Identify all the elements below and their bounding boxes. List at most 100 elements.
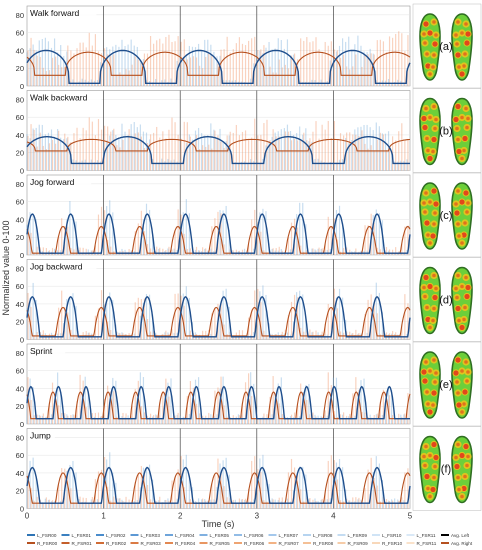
pressure-spot bbox=[422, 454, 426, 459]
pressure-spot bbox=[425, 52, 429, 56]
pressure-spot bbox=[433, 464, 437, 469]
pressure-spot bbox=[430, 486, 436, 493]
legend-entry: L_FSR08 bbox=[303, 533, 333, 538]
right-insole bbox=[451, 435, 473, 504]
pressure-spot bbox=[434, 371, 438, 375]
pressure-spot bbox=[428, 72, 432, 76]
legend-entry: L_FSR02 bbox=[96, 533, 126, 538]
pressure-spot bbox=[466, 116, 470, 121]
left-insole bbox=[419, 97, 441, 166]
x-tick-label: 4 bbox=[331, 512, 336, 521]
y-tick-label: 80 bbox=[16, 433, 24, 442]
pressure-spot bbox=[459, 324, 465, 331]
avg-left-line bbox=[26, 213, 411, 254]
pressure-spot bbox=[456, 20, 460, 24]
pressure-spot bbox=[430, 233, 436, 239]
pressure-spot bbox=[456, 222, 460, 226]
pressure-spot bbox=[460, 241, 464, 245]
pressure-spot bbox=[463, 221, 467, 225]
y-tick-label: 60 bbox=[16, 451, 24, 460]
insole-outline bbox=[419, 182, 441, 250]
left-insole bbox=[419, 435, 441, 504]
legend-entry: L_FSR01 bbox=[61, 533, 92, 538]
pressure-spot bbox=[460, 410, 464, 414]
pressure-spot bbox=[460, 284, 464, 289]
pressure-spot bbox=[424, 473, 430, 480]
panel-title-bg bbox=[28, 429, 55, 441]
panel-jog-backward: 0 20 40 60 80 Jog backward bbox=[16, 259, 411, 345]
legend-label: R_FSR01 bbox=[72, 541, 93, 546]
pressure-spot bbox=[462, 64, 466, 68]
pressure-spot bbox=[456, 137, 460, 142]
insole-label: (b) bbox=[439, 126, 452, 138]
pressure-spot bbox=[465, 379, 469, 383]
pressure-spot bbox=[456, 273, 460, 278]
pressure-spot bbox=[454, 455, 458, 460]
pressure-spot bbox=[466, 454, 470, 459]
pressure-spot bbox=[460, 369, 464, 373]
y-tick-label: 80 bbox=[16, 180, 24, 189]
pressure-spot bbox=[456, 148, 462, 155]
pressure-spot bbox=[431, 188, 437, 194]
pressure-spot bbox=[465, 125, 469, 130]
legend-label: L_FSR11 bbox=[417, 533, 437, 538]
x-tick-label: 0 bbox=[25, 512, 30, 521]
pressure-spot bbox=[428, 453, 432, 458]
pressure-spot bbox=[454, 33, 458, 37]
legend-entry: L_FSR10 bbox=[372, 533, 402, 538]
pressure-spot bbox=[465, 31, 471, 37]
legend-label: L_FSR06 bbox=[244, 533, 264, 538]
right-insole bbox=[451, 351, 473, 419]
pressure-spot bbox=[428, 494, 432, 499]
pressure-spot bbox=[428, 200, 432, 204]
pressure-spot bbox=[434, 286, 438, 291]
legend-entry: R_FSR00 bbox=[27, 541, 58, 546]
pressure-spot bbox=[427, 155, 433, 162]
legend-label: L_FSR03 bbox=[141, 533, 161, 538]
pressure-spot bbox=[459, 452, 465, 459]
legend-label: R_FSR11 bbox=[417, 541, 437, 546]
legend-entry: R_FSR05 bbox=[199, 541, 231, 546]
panel-title: Walk forward bbox=[30, 8, 80, 18]
pressure-spot bbox=[456, 442, 460, 447]
y-tick-label: 40 bbox=[16, 469, 24, 478]
y-tick-label: 20 bbox=[16, 149, 24, 158]
legend-entry: R_FSR04 bbox=[165, 541, 196, 546]
insole-pair: (c) bbox=[412, 172, 482, 258]
avg-left-line bbox=[26, 49, 411, 84]
legend-entry: L_FSR05 bbox=[199, 533, 229, 538]
insole-pair: (f) bbox=[412, 426, 482, 511]
pressure-spot bbox=[431, 136, 437, 143]
pressure-spot bbox=[434, 117, 438, 122]
panel-walk-forward: 0 20 40 60 80 Walk forward bbox=[16, 5, 411, 91]
pressure-spot bbox=[428, 241, 432, 245]
pressure-spot bbox=[464, 106, 468, 111]
pressure-spot bbox=[460, 156, 464, 161]
legend-entry: L_FSR03 bbox=[130, 533, 161, 538]
legend-label: L_FSR00 bbox=[37, 533, 57, 538]
pressure-spot bbox=[457, 65, 461, 69]
pressure-spot bbox=[456, 189, 460, 193]
legend-label: L_FSR02 bbox=[106, 533, 126, 538]
right-insole bbox=[451, 97, 473, 166]
y-tick-label: 0 bbox=[20, 420, 24, 429]
pressure-spot bbox=[421, 115, 427, 122]
pressure-spot bbox=[425, 390, 429, 394]
y-tick-label: 20 bbox=[16, 64, 24, 73]
pressure-spot bbox=[463, 474, 467, 479]
insole-outline bbox=[451, 435, 473, 504]
insole-label: (f) bbox=[441, 464, 451, 476]
legend-label: R_FSR05 bbox=[210, 541, 231, 546]
pressure-spot bbox=[464, 360, 468, 364]
right-insole bbox=[451, 13, 473, 81]
legend-label: L_FSR01 bbox=[72, 533, 92, 538]
avg-left-line bbox=[26, 466, 411, 504]
insole-outline bbox=[419, 435, 441, 504]
pressure-spot bbox=[465, 210, 469, 214]
y-tick-label: 60 bbox=[16, 113, 24, 122]
insole-outline bbox=[451, 13, 473, 81]
left-insole bbox=[419, 351, 441, 419]
pressure-spot bbox=[425, 136, 429, 141]
left-insole bbox=[419, 266, 441, 335]
panel-title-bg bbox=[28, 91, 102, 103]
